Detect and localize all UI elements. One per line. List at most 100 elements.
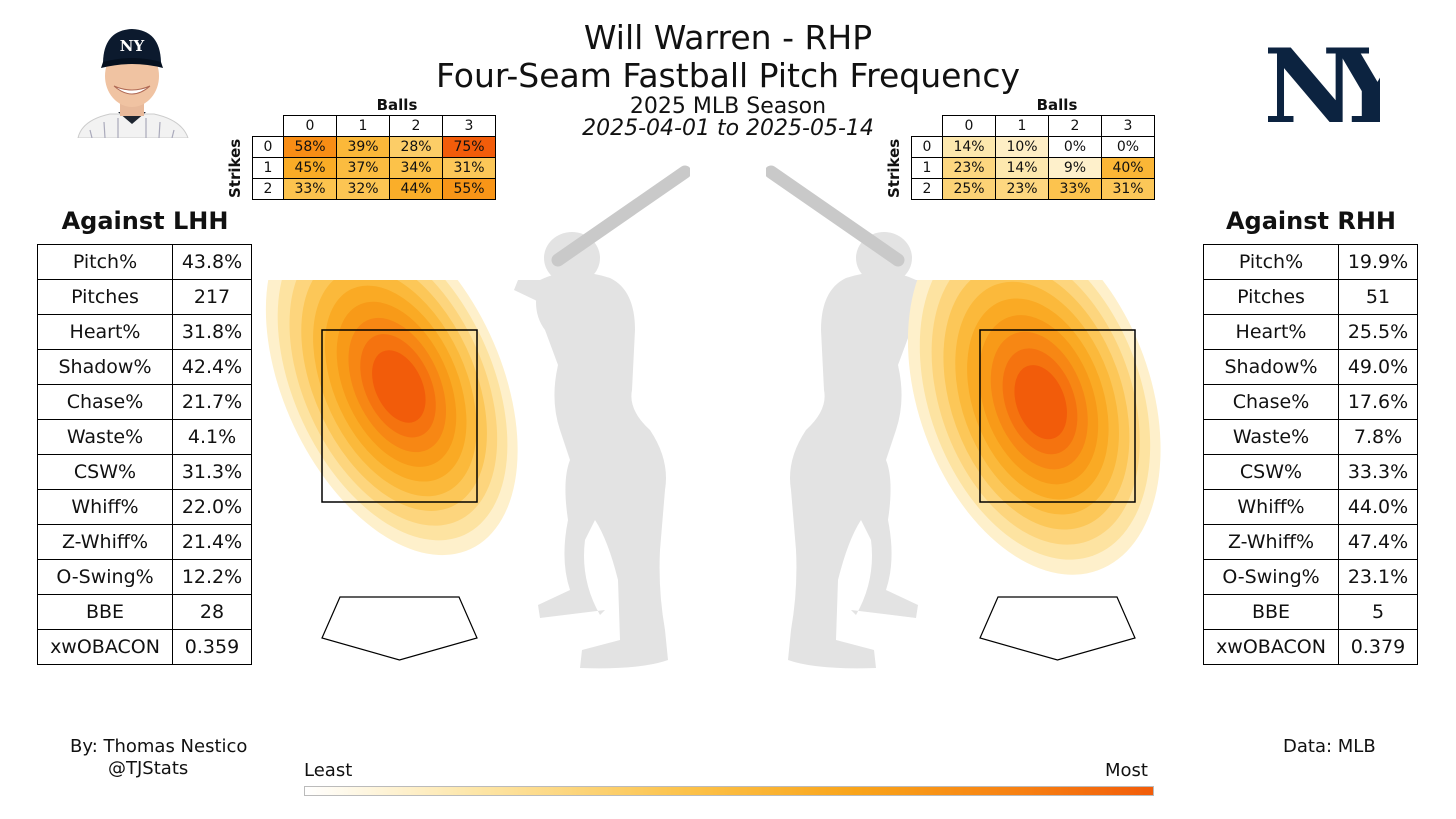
stat-row: Shadow% 49.0%: [1203, 349, 1418, 385]
stat-row: Waste% 4.1%: [37, 419, 252, 455]
count-cell: 39%: [336, 136, 390, 158]
stat-label: Heart%: [37, 314, 173, 350]
count-cell: 28%: [389, 136, 443, 158]
stat-value: 19.9%: [1338, 244, 1418, 280]
stat-label: xwOBACON: [37, 629, 173, 665]
stat-row: Whiff% 22.0%: [37, 489, 252, 525]
stat-value: 44.0%: [1338, 489, 1418, 525]
colorbar-least-label: Least: [304, 760, 353, 781]
balls-header: 1: [336, 115, 390, 137]
stat-row: Waste% 7.8%: [1203, 419, 1418, 455]
count-cell: 33%: [283, 178, 337, 200]
count-cell: 23%: [995, 178, 1049, 200]
balls-header: 2: [1048, 115, 1102, 137]
density-contour: [372, 350, 426, 423]
count-cell: 31%: [442, 157, 496, 179]
count-cell: 45%: [283, 157, 337, 179]
data-source: Data: MLB: [1283, 736, 1376, 757]
balls-header: 3: [1101, 115, 1155, 137]
stat-value: 25.5%: [1338, 314, 1418, 350]
stat-label: Whiff%: [37, 489, 173, 525]
stat-row: O-Swing% 23.1%: [1203, 559, 1418, 595]
stat-value: 49.0%: [1338, 349, 1418, 385]
strikes-header: 1: [252, 157, 284, 179]
stats-table-lhh: Pitch% 43.8% Pitches 217 Heart% 31.8% Shadow% 4…: [37, 244, 252, 665]
stat-row: Shadow% 42.4%: [37, 349, 252, 385]
stat-label: Whiff%: [1203, 489, 1339, 525]
stat-label: Waste%: [1203, 419, 1339, 455]
count-cell: 10%: [995, 136, 1049, 158]
author-credit: By: Thomas Nestico: [70, 736, 248, 757]
stat-value: 43.8%: [172, 244, 252, 280]
stat-row: Whiff% 44.0%: [1203, 489, 1418, 525]
stat-label: Pitches: [1203, 279, 1339, 315]
stat-row: xwOBACON 0.379: [1203, 629, 1418, 665]
svg-text:NY: NY: [120, 37, 145, 55]
stat-value: 4.1%: [172, 419, 252, 455]
colorbar: [304, 786, 1154, 796]
strikes-header: 2: [252, 178, 284, 200]
count-cell: 32%: [336, 178, 390, 200]
home-plate: [979, 596, 1136, 661]
count-cell: 25%: [942, 178, 996, 200]
stat-label: Z-Whiff%: [37, 524, 173, 560]
stat-row: Pitch% 43.8%: [37, 244, 252, 280]
ny-yankees-logo: NY: [1268, 27, 1380, 138]
stat-value: 7.8%: [1338, 419, 1418, 455]
density-contour: [1014, 365, 1067, 440]
stat-value: 51: [1338, 279, 1418, 315]
balls-header: 1: [995, 115, 1049, 137]
count-row: 1 23% 14% 9% 40%: [911, 157, 1155, 179]
count-cell: 75%: [442, 136, 496, 158]
stat-label: BBE: [1203, 594, 1339, 630]
balls-axis-label-rhh: Balls: [1036, 96, 1078, 114]
stat-value: 5: [1338, 594, 1418, 630]
lhh-table-title: Against LHH: [61, 207, 229, 235]
strike-zone: [321, 329, 478, 503]
stat-value: 31.3%: [172, 454, 252, 490]
stat-label: CSW%: [1203, 454, 1339, 490]
count-corner: [253, 116, 284, 137]
count-cell: 0%: [1101, 136, 1155, 158]
player-headshot: NY: [77, 29, 189, 138]
stat-value: 21.7%: [172, 384, 252, 420]
stat-label: O-Swing%: [1203, 559, 1339, 595]
stat-value: 0.379: [1338, 629, 1418, 665]
balls-header: 3: [442, 115, 496, 137]
balls-header: 0: [942, 115, 996, 137]
stat-value: 23.1%: [1338, 559, 1418, 595]
stat-label: O-Swing%: [37, 559, 173, 595]
stat-value: 31.8%: [172, 314, 252, 350]
home-plate: [321, 596, 478, 661]
stat-label: xwOBACON: [1203, 629, 1339, 665]
stat-row: CSW% 33.3%: [1203, 454, 1418, 490]
location-density-lhh: [265, 280, 518, 661]
count-cell: 23%: [942, 157, 996, 179]
stat-value: 0.359: [172, 629, 252, 665]
count-row: 1 45% 37% 34% 31%: [252, 157, 496, 179]
count-cell: 44%: [389, 178, 443, 200]
count-cell: 14%: [942, 136, 996, 158]
chart-subtitle: Four-Seam Fastball Pitch Frequency: [436, 56, 1020, 95]
strike-zone: [979, 329, 1136, 503]
count-cell: 14%: [995, 157, 1049, 179]
stat-row: Chase% 17.6%: [1203, 384, 1418, 420]
strikes-header: 0: [911, 136, 943, 158]
stat-label: Chase%: [1203, 384, 1339, 420]
season-label: 2025 MLB Season: [629, 94, 827, 119]
stat-value: 17.6%: [1338, 384, 1418, 420]
count-cell: 0%: [1048, 136, 1102, 158]
stat-value: 28: [172, 594, 252, 630]
stat-row: xwOBACON 0.359: [37, 629, 252, 665]
balls-axis-label-lhh: Balls: [376, 96, 418, 114]
stat-label: Shadow%: [1203, 349, 1339, 385]
stat-label: CSW%: [37, 454, 173, 490]
stat-value: 21.4%: [172, 524, 252, 560]
stat-row: CSW% 31.3%: [37, 454, 252, 490]
count-row: 2 25% 23% 33% 31%: [911, 178, 1155, 200]
chart-title: Will Warren - RHP: [583, 18, 873, 57]
author-handle: @TJStats: [108, 758, 189, 779]
stat-label: Pitches: [37, 279, 173, 315]
count-cell: 34%: [389, 157, 443, 179]
